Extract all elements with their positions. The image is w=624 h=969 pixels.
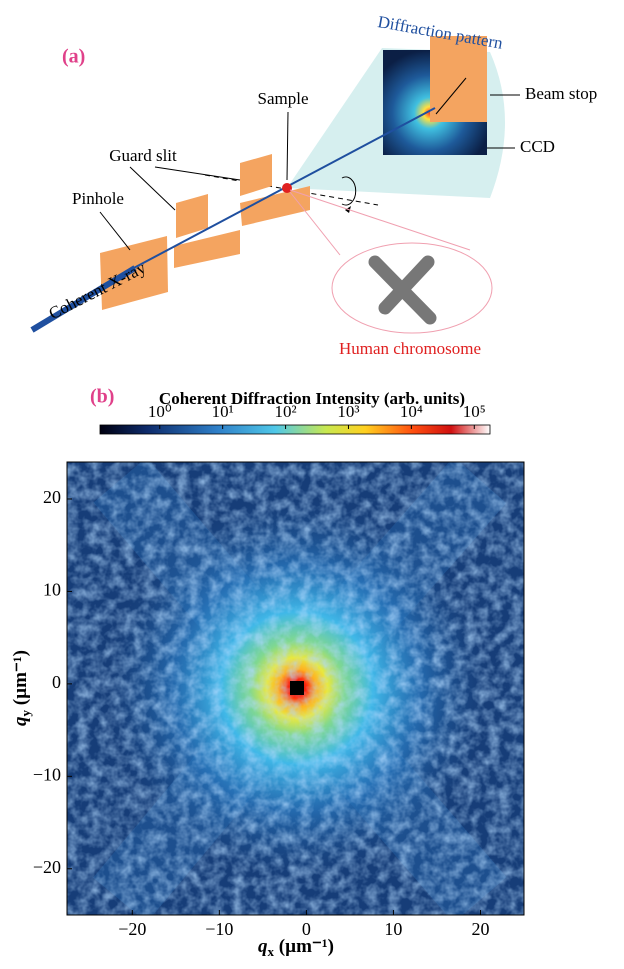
- colorbar-tick-label: 10⁵: [463, 402, 486, 421]
- colorbar-tick-label: 10⁴: [400, 402, 423, 421]
- y-tick-label: 20: [43, 487, 61, 507]
- panel-label: (a): [62, 46, 85, 68]
- colorbar-tick-label: 10⁰: [148, 402, 172, 421]
- y-tick-label: 0: [52, 672, 61, 692]
- y-tick-label: 10: [43, 580, 61, 600]
- colorbar-tick-label: 10¹: [212, 402, 234, 421]
- x-tick-label: −10: [205, 919, 233, 939]
- label: Sample: [258, 89, 309, 108]
- label: Human chromosome: [339, 339, 481, 358]
- label: Beam stop: [525, 84, 597, 103]
- x-tick-label: 0: [302, 919, 311, 939]
- sample-dot: [282, 183, 292, 193]
- panel-label: (b): [90, 386, 114, 408]
- colorbar-tick-label: 10²: [275, 402, 297, 421]
- beam-stop: [430, 36, 487, 122]
- y-tick-label: −20: [33, 857, 61, 877]
- label: CCD: [520, 137, 555, 156]
- zoom-line: [290, 190, 470, 250]
- diffraction-image: [67, 462, 524, 915]
- y-tick-label: −10: [33, 764, 61, 784]
- x-tick-label: 20: [471, 919, 489, 939]
- x-axis-label: qx (µm⁻¹): [258, 936, 334, 959]
- figure: (a) Diffraction pattern Beam stop CCD Sa…: [0, 0, 624, 969]
- colorbar-tick-label: 10³: [337, 402, 359, 421]
- label: Guard slit: [109, 146, 177, 165]
- sample-plate: [240, 154, 272, 196]
- label: Pinhole: [72, 189, 124, 208]
- x-tick-label: −20: [118, 919, 146, 939]
- guard-slit-plate: [174, 230, 240, 268]
- zoom-line: [290, 192, 340, 255]
- colorbar: [100, 425, 490, 434]
- y-axis-label: qy (µm⁻¹): [10, 650, 33, 726]
- x-tick-label: 10: [384, 919, 402, 939]
